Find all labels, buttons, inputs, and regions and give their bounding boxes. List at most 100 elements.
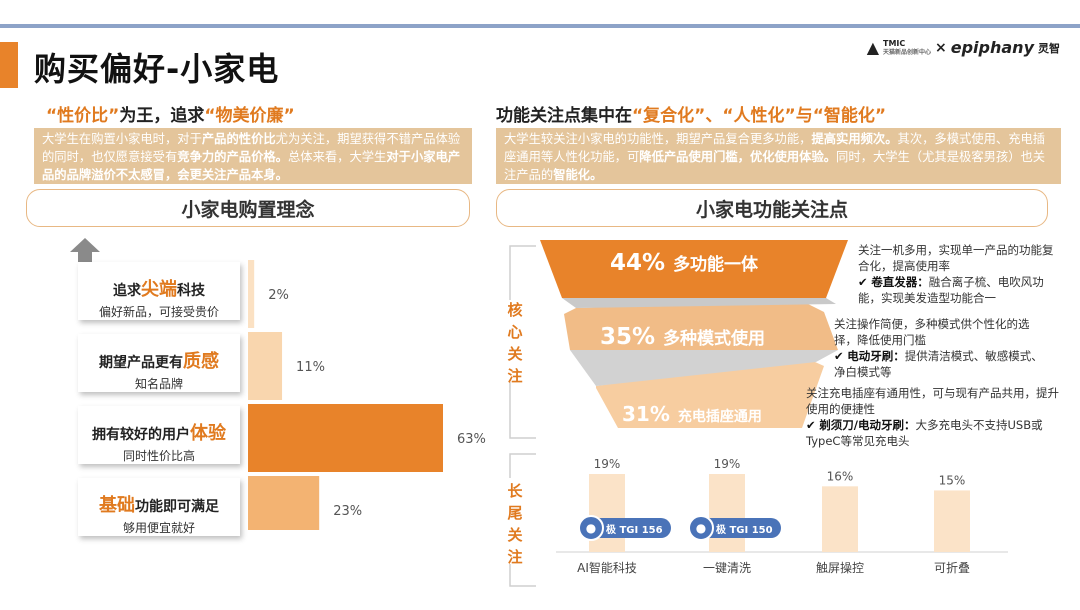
card-title-highlight: 质感 — [183, 351, 219, 372]
left-heading-middle: 为王，追求 — [119, 106, 205, 126]
left-desc-text: 尤为关注，期望获得不错产品体验的同时，也仅愿意接受有 — [42, 132, 461, 164]
card-title-text: 功能即可满足 — [135, 499, 219, 515]
funnel-3-name: 充电插座通用 — [677, 409, 762, 425]
function-funnel — [540, 240, 848, 428]
note-bullet-title: 卷直发器： — [871, 275, 929, 289]
funnel-1-label: 44% 多功能一体 — [610, 250, 758, 276]
funnel-1-percent: 44% — [610, 250, 666, 276]
left-desc-bold: 竞争力的产品价格。 — [177, 150, 288, 164]
logo-group: ▲ TMIC 天猫新品创新中心 × epiphany 灵智 — [867, 38, 1060, 57]
bar-value-label: 63% — [457, 432, 486, 447]
card-subtitle: 偏好新品，可接受贵价 — [98, 305, 219, 319]
tgi-badge-text: 极 TGI 156 — [606, 524, 663, 536]
bar — [248, 260, 255, 328]
card-title-text: 拥有较好的用户 — [92, 427, 190, 443]
left-heading-highlight-1: “性价比” — [46, 106, 120, 126]
card-title-highlight: 体验 — [190, 423, 226, 444]
tmic-subtext: 天猫新品创新中心 — [883, 48, 932, 56]
funnel-1-note: 关注一机多用，实现单一产品的功能复合化，提高使用率 ✔ 卷直发器：融合离子梳、电… — [858, 242, 1062, 306]
bar — [709, 474, 745, 552]
bar — [248, 476, 320, 530]
right-heading-highlight: “复合化”、“人性化”与“智能化” — [632, 106, 887, 126]
left-desc-text: 大学生在购置小家电时，对于 — [42, 132, 202, 146]
note-text: 关注操作简便，多种模式供个性化的选择，降低使用门槛 — [834, 317, 1030, 347]
right-section-pill: 小家电功能关注点 — [496, 189, 1048, 227]
bar-value-label: 15% — [939, 473, 966, 487]
bar-value-label: 16% — [827, 469, 854, 483]
tail-label-bg — [500, 478, 530, 564]
epiphany-logo: epiphany — [950, 38, 1034, 57]
bar — [822, 486, 858, 552]
top-bar — [0, 24, 1080, 28]
funnel-connector — [562, 298, 836, 308]
right-desc-bold: 提高实用频次。 — [811, 132, 898, 146]
right-heading-text: 功能关注点集中在 — [496, 106, 632, 126]
card-title: 基础功能即可满足 — [78, 491, 240, 517]
category-label: AI智能科技 — [577, 560, 637, 575]
tgi-badge-text: 极 TGI 150 — [716, 524, 773, 536]
right-heading: 功能关注点集中在“复合化”、“人性化”与“智能化” — [496, 101, 886, 126]
card-title: 追求尖端科技 — [78, 275, 240, 301]
note-text: 关注一机多用，实现单一产品的功能复合化，提高使用率 — [858, 243, 1054, 273]
card-subtitle: 同时性价比高 — [122, 449, 195, 463]
card-cutting-edge-tech: 追求尖端科技 偏好新品，可接受贵价 — [78, 262, 240, 320]
left-desc-bold: 产品的性价比 — [201, 132, 276, 146]
bar — [934, 490, 970, 552]
checkmark-icon: ✔ — [806, 418, 816, 432]
category-label: 可折叠 — [934, 560, 970, 575]
funnel-2-note: 关注操作简便，多种模式供个性化的选择，降低使用门槛 ✔ 电动牙刷：提供清洁模式、… — [834, 316, 1044, 380]
card-title-text: 科技 — [177, 283, 205, 299]
right-desc-bold: 降低产品使用门槛，优化使用体验。 — [639, 150, 837, 164]
title-accent — [0, 42, 18, 88]
right-description-box: 大学生较关注小家电的功能性，期望产品复合更多功能，提高实用频次。其次，多模式使用… — [496, 128, 1061, 184]
funnel-1-name: 多功能一体 — [673, 255, 759, 275]
note-bullet-text: 提供清洁模式、敏感模式、净白模式等 — [834, 349, 1043, 379]
checkmark-icon: ✔ — [834, 349, 844, 363]
left-desc-text: 总体来看，大学生 — [287, 150, 387, 164]
left-heading-highlight-2: “物美价廉” — [204, 106, 295, 126]
card-title-text: 期望产品更有 — [99, 355, 183, 371]
funnel-2-label: 35% 多种模式使用 — [600, 324, 765, 350]
core-label-bg — [500, 300, 530, 382]
right-desc-text: 同时，大学生（尤其是极客男孩）也关注产品的 — [504, 150, 1046, 182]
tgi-badge-2: ● 极 TGI 150 — [688, 515, 781, 541]
tgi-badge-pill: ● 极 TGI 156 — [578, 515, 671, 541]
page-title: 购买偏好-小家电 — [34, 50, 280, 88]
right-desc-text: 其次，多模式使用、充电插座通用等人性化功能，可 — [504, 132, 1046, 164]
logo-times: × — [935, 39, 947, 56]
card-subtitle: 够用便宜就好 — [122, 521, 195, 535]
card-title: 期望产品更有质感 — [78, 347, 240, 373]
bar-value-label: 19% — [714, 457, 741, 471]
note-bullet-text: 融合离子梳、电吹风功能，实现美发造型功能合一 — [858, 275, 1044, 305]
category-label: 触屏操控 — [816, 560, 864, 575]
right-desc-text: 大学生较关注小家电的功能性，期望产品复合更多功能， — [504, 132, 812, 146]
core-focus-label: 核心关注 — [505, 299, 525, 387]
card-title-highlight: 尖端 — [141, 279, 177, 300]
tgi-badge-1: ● 极 TGI 156 — [578, 515, 671, 541]
card-user-experience: 拥有较好的用户体验 同时性价比高 — [78, 406, 240, 464]
funnel-2-percent: 35% — [600, 324, 656, 350]
checkmark-icon: ✔ — [858, 275, 868, 289]
funnel-3-percent: 31% — [622, 402, 670, 426]
funnel-3-note: 关注充电插座有通用性，可与现有产品共用，提升使用的便捷性 ✔ 剃须刀/电动牙刷：… — [806, 385, 1064, 449]
user-icon: ● — [578, 515, 604, 541]
card-title-highlight: 基础 — [99, 495, 135, 516]
card-subtitle: 知名品牌 — [134, 377, 183, 391]
bar-value-label: 2% — [268, 288, 289, 303]
funnel-level-1 — [540, 240, 848, 298]
tgi-badge-pill: ● 极 TGI 150 — [688, 515, 781, 541]
bar — [248, 404, 443, 472]
category-label: 一键清洗 — [703, 561, 751, 575]
left-desc-bold: 对于小家电产品的品牌溢价不太感冒，会更关注产品本身。 — [42, 150, 461, 182]
card-title: 拥有较好的用户体验 — [78, 419, 240, 445]
preference-bar-chart: 2% 11% 63% 23% — [70, 238, 486, 530]
funnel-2-name: 多种模式使用 — [663, 329, 766, 349]
funnel-connector — [570, 350, 838, 386]
tmic-logo-icon: ▲ — [866, 38, 879, 57]
tail-label-text: 长尾关注 — [507, 482, 523, 566]
note-bullet-text: 大多充电头不支持USB或TypeC等常见充电头 — [806, 418, 1043, 448]
core-label-text: 核心关注 — [507, 301, 523, 385]
card-title-text: 追求 — [113, 283, 141, 299]
tmic-text: TMIC — [883, 38, 906, 48]
note-bullet: ✔ 电动牙刷：提供清洁模式、敏感模式、净白模式等 — [834, 348, 1044, 380]
